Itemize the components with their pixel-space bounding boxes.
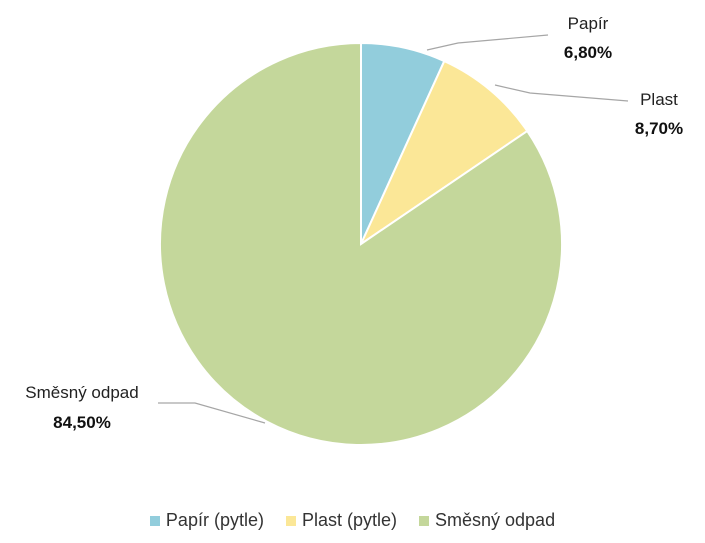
legend-label-smesny: Směsný odpad [435,510,556,530]
legend-label-papir: Papír (pytle) [165,510,264,530]
data-label-value-smesny: 84,50% [53,413,111,432]
legend-item-smesny: Směsný odpad [419,510,555,531]
leader-line-plast [494,84,629,102]
data-label-name-plast: Plast [640,90,678,109]
data-label-value-papir: 6,80% [564,43,612,62]
legend-swatch-plast [285,515,296,526]
data-label-name-smesny: Směsný odpad [25,383,138,402]
leader-line-papir [426,34,549,51]
data-label-name-papir: Papír [568,14,609,33]
pie-chart: Papír 6,80% Plast 8,70% Směsný odpad 84,50% [25,14,683,446]
leader-line-smesny [158,402,266,424]
legend-item-plast: Plast (pytle) [285,510,397,531]
legend-swatch-smesny [419,515,429,526]
chart-legend: Papír (pytle) Plast (pytle) Směsný odpad [0,510,705,531]
legend-item-papir: Papír (pytle) [149,510,264,531]
data-label-value-plast: 8,70% [635,119,683,138]
pie-slice-plast [358,59,529,247]
legend-label-plast: Plast (pytle) [301,510,397,530]
pie-slice-smesny [159,41,563,446]
legend-swatch-papir [149,515,160,526]
